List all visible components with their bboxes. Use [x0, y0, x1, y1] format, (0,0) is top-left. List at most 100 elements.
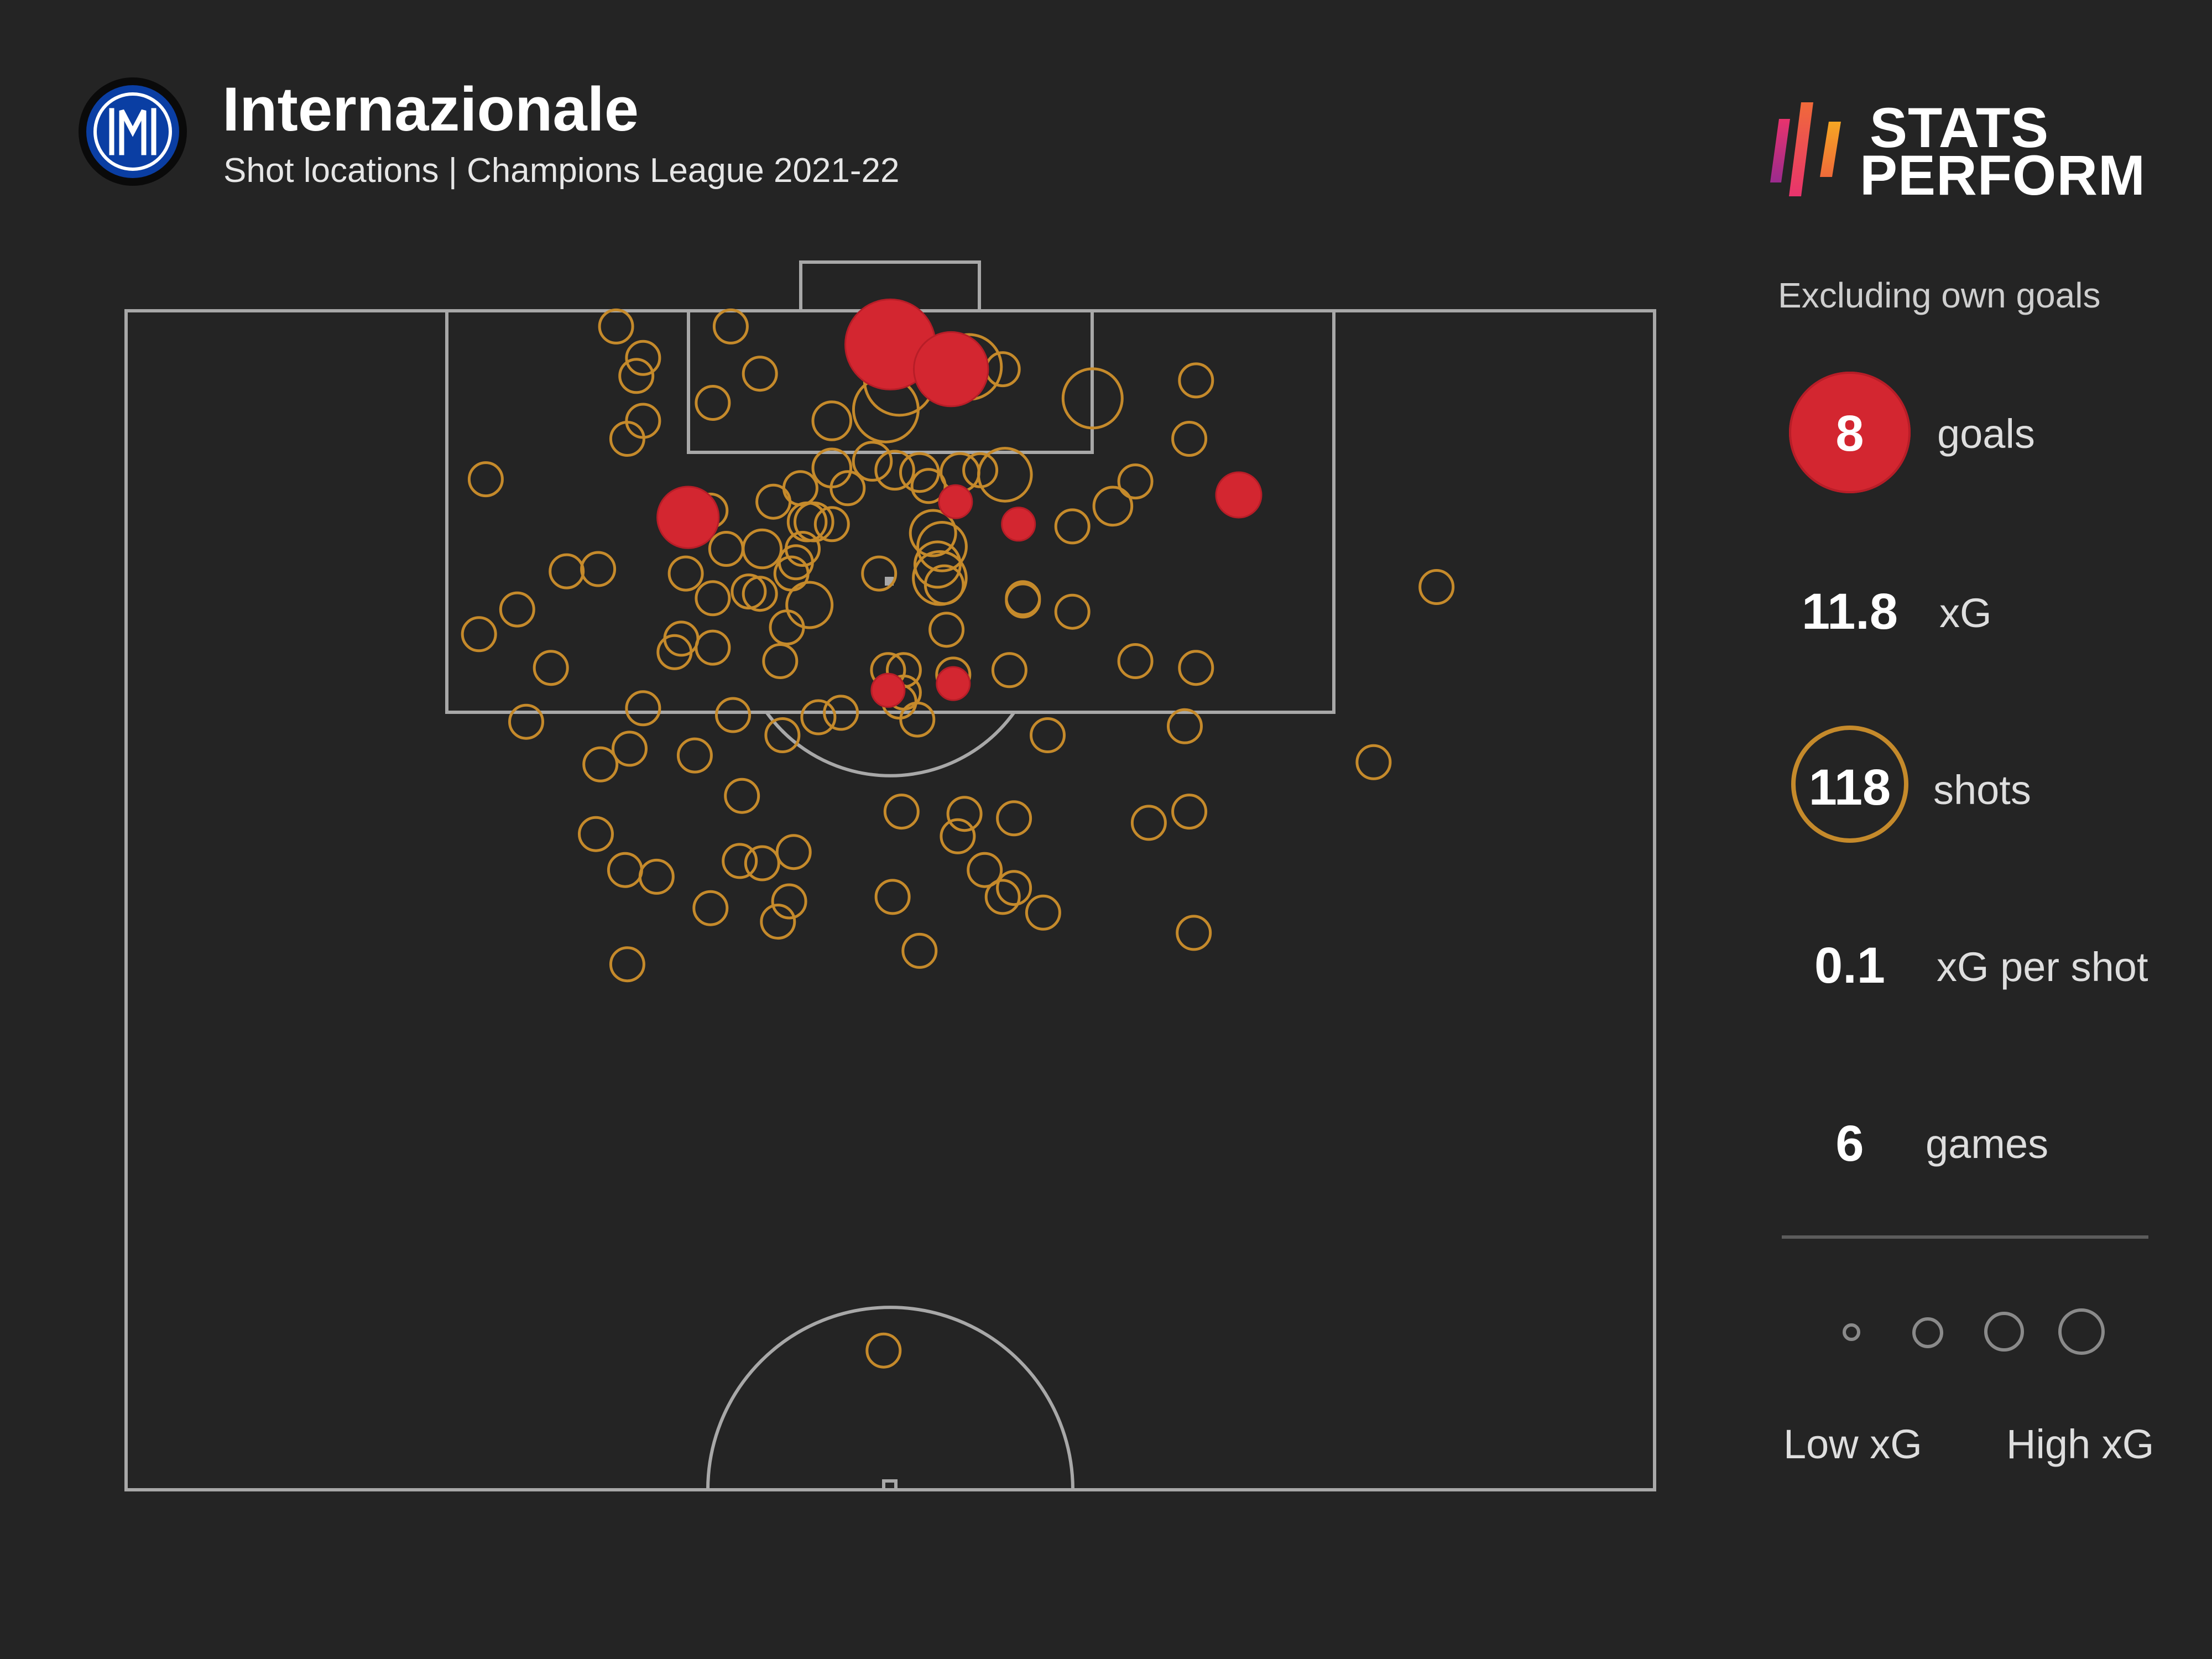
shot-point [722, 843, 758, 879]
shot-point [580, 551, 617, 587]
shot-point [695, 629, 731, 666]
shot-point [708, 531, 744, 567]
goal-point [870, 672, 906, 708]
shot-point [996, 870, 1032, 906]
xg-label: xG [1939, 590, 1992, 636]
goal-point [1215, 471, 1262, 519]
shots-label: shots [1933, 767, 2031, 813]
panel-divider [1782, 1235, 2148, 1239]
shot-point [852, 441, 893, 482]
shot-point [794, 501, 834, 542]
shot-point [609, 946, 645, 983]
shot-point [771, 883, 807, 920]
shot-point [1025, 894, 1061, 931]
shot-point [667, 555, 704, 592]
shot-point [663, 620, 700, 657]
shot-point [1061, 367, 1124, 430]
shot-point [991, 652, 1027, 688]
shot-point [800, 699, 837, 735]
goal-point [656, 486, 720, 549]
shot-point [785, 581, 834, 629]
shot-point [1178, 362, 1214, 399]
games-value: 6 [1835, 1115, 1864, 1172]
shot-point [899, 701, 936, 738]
page-title: Internazionale [222, 75, 639, 144]
shot-point [760, 904, 796, 940]
shot-point [742, 356, 778, 392]
legend-low-xg: Low xG [1783, 1421, 1922, 1467]
shot-point [1176, 915, 1212, 951]
shot-point [461, 616, 497, 653]
shot-point [467, 461, 504, 498]
shot-point [813, 506, 850, 542]
shot-point [755, 483, 792, 520]
shot-point [901, 932, 938, 969]
shot-point [692, 890, 729, 926]
shot-point [656, 634, 693, 670]
shot-point [578, 816, 614, 852]
shot-point [638, 858, 675, 895]
shot-point [883, 794, 920, 830]
shot-point [1167, 708, 1203, 744]
shot-point [865, 1332, 902, 1369]
goals-badge [1789, 372, 1911, 493]
shot-point [731, 573, 767, 610]
shot-point [533, 650, 569, 686]
shot-point [1005, 582, 1041, 619]
brand-name-line1: STATS [1870, 96, 2049, 159]
legend-ring-xs [1843, 1323, 1860, 1341]
legend-high-xg: High xG [2006, 1421, 2154, 1467]
shot-point [861, 555, 898, 592]
shot-point [874, 450, 915, 491]
shot-point [775, 834, 812, 870]
shot-point [928, 612, 965, 648]
shot-point [695, 385, 731, 421]
shot-point [1005, 580, 1041, 617]
shot-point [724, 778, 760, 814]
shot-point [618, 358, 655, 394]
shot-point [612, 731, 648, 767]
shot-point [676, 737, 713, 774]
shot-point [874, 879, 911, 915]
legend-ring-m [1984, 1312, 2024, 1352]
goal-point [1001, 507, 1036, 542]
legend-ring-s [1912, 1317, 1943, 1348]
goal-point [936, 666, 971, 701]
shot-point [1130, 805, 1167, 841]
shot-point [967, 852, 1003, 888]
shot-point [1092, 486, 1134, 527]
brand-name-line2: PERFORM [1860, 144, 2146, 207]
shot-point [742, 576, 778, 612]
shot-point [940, 818, 976, 854]
shot-point [712, 308, 749, 345]
shot-point [1418, 569, 1455, 605]
shot-point [916, 521, 968, 572]
stats-perform-logo: STATS PERFORM [1767, 96, 2145, 204]
shots-value: 118 [1808, 759, 1891, 816]
shot-point [977, 447, 1033, 503]
page-subtitle: Shot locations | Champions League 2021-2… [223, 152, 900, 190]
shot-point [996, 800, 1032, 837]
shot-point [1171, 794, 1208, 830]
shot-point [909, 509, 957, 557]
goal-point [938, 484, 973, 519]
shot-point [811, 400, 853, 441]
shots-badge [1791, 726, 1908, 843]
shot-point [508, 703, 544, 740]
shot-point [744, 845, 780, 881]
shot-point [1054, 508, 1091, 545]
shot-point [913, 540, 962, 589]
shot-point [984, 879, 1021, 915]
centre-circle [706, 1306, 1074, 1490]
shot-point [715, 697, 751, 733]
shot-point [764, 717, 801, 753]
shot-point [1171, 421, 1208, 457]
shot-point [1030, 717, 1066, 753]
shot-point [823, 695, 859, 731]
shot-point [769, 609, 805, 646]
shot-point [984, 351, 1021, 388]
shot-point [946, 796, 983, 832]
shot-point [762, 643, 799, 679]
inter-crest-icon [79, 77, 187, 186]
